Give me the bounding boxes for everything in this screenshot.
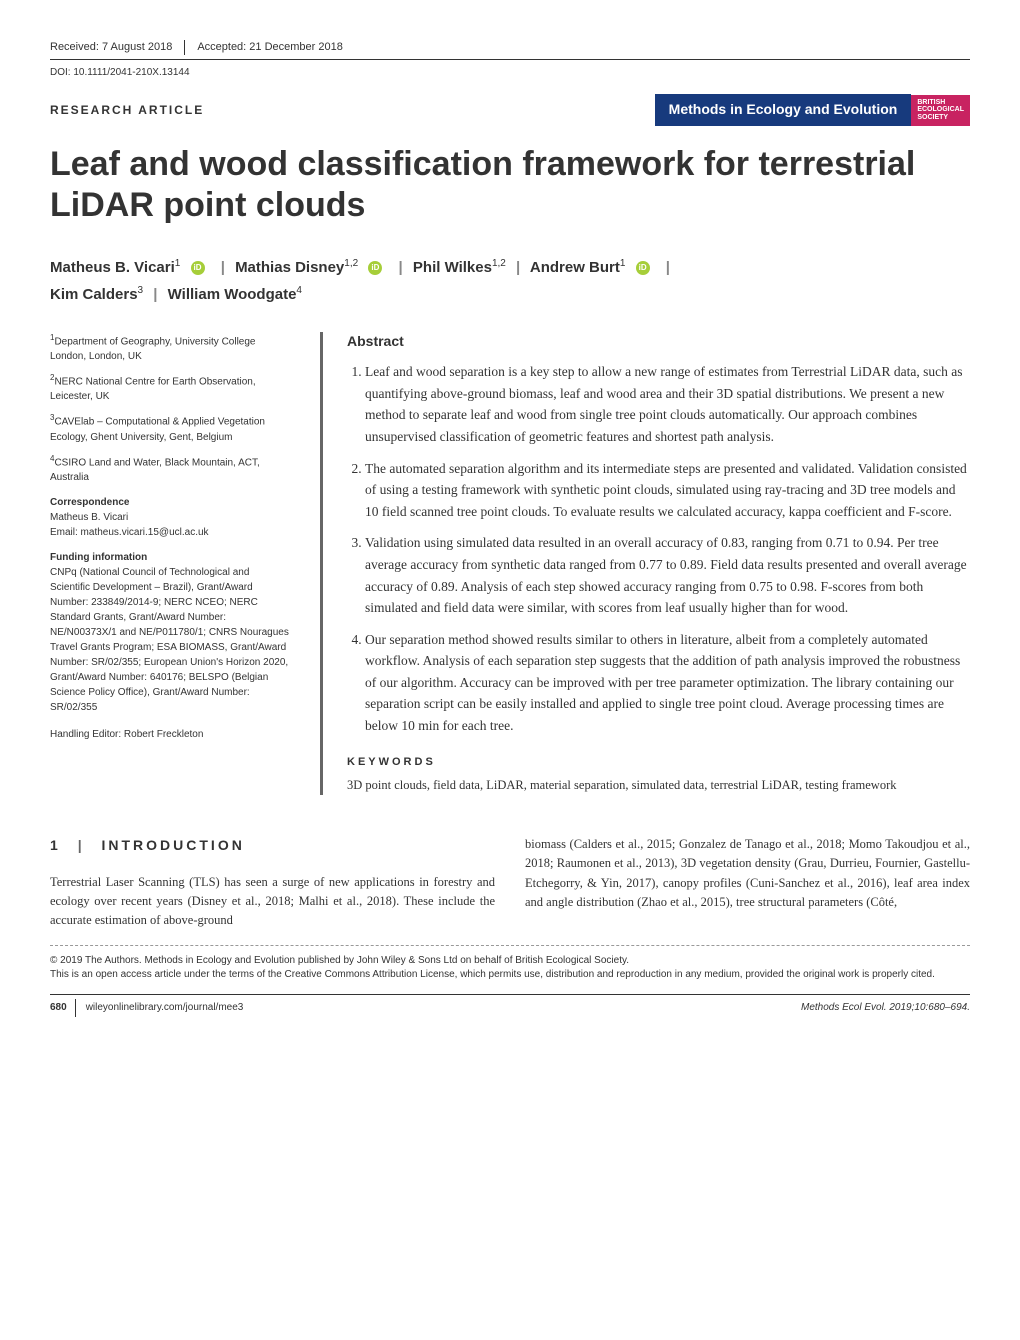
- orcid-icon[interactable]: [636, 261, 650, 275]
- abstract-item-3: Validation using simulated data resulted…: [365, 532, 970, 618]
- affil-text-2: NERC National Centre for Earth Observati…: [50, 376, 256, 402]
- journal-url[interactable]: wileyonlinelibrary.com/journal/mee3: [86, 1001, 244, 1015]
- license-line-1: © 2019 The Authors. Methods in Ecology a…: [50, 954, 970, 968]
- license-line-2: This is an open access article under the…: [50, 968, 970, 982]
- intro-heading-bar: |: [78, 837, 85, 853]
- author-2-name: Mathias Disney: [235, 259, 344, 276]
- author-list: Matheus B. Vicari1 | Mathias Disney1,2 |…: [50, 254, 970, 308]
- citation-text: Methods Ecol Evol. 2019;10:680–694.: [801, 1002, 970, 1013]
- footer-left: 680 wileyonlinelibrary.com/journal/mee3: [50, 999, 243, 1017]
- abstract-heading: Abstract: [347, 332, 970, 352]
- author-4-affil: 1: [620, 258, 626, 269]
- page-footer: 680 wileyonlinelibrary.com/journal/mee3 …: [50, 994, 970, 1017]
- affiliation-2: 2NERC National Centre for Earth Observat…: [50, 372, 290, 404]
- license-block: © 2019 The Authors. Methods in Ecology a…: [50, 954, 970, 982]
- keywords-label: KEYWORDS: [347, 755, 970, 770]
- intro-col2-text: biomass (Calders et al., 2015; Gonzalez …: [525, 835, 970, 913]
- abstract-list: Leaf and wood separation is a key step t…: [347, 361, 970, 737]
- abstract-item-1: Leaf and wood separation is a key step t…: [365, 361, 970, 447]
- author-separator: |: [153, 286, 157, 303]
- abstract-item-2: The automated separation algorithm and i…: [365, 458, 970, 523]
- page-number: 680: [50, 999, 76, 1017]
- footer-citation: Methods Ecol Evol. 2019;10:680–694.: [801, 1001, 970, 1015]
- main-two-column-block: 1Department of Geography, University Col…: [50, 332, 970, 795]
- handling-editor: Handling Editor: Robert Freckleton: [50, 727, 290, 742]
- doi-text: DOI: 10.1111/2041-210X.13144: [50, 66, 970, 80]
- affil-text-4: CSIRO Land and Water, Black Mountain, AC…: [50, 457, 260, 483]
- funding-label: Funding information: [50, 550, 290, 565]
- correspondence-name: Matheus B. Vicari: [50, 510, 290, 525]
- correspondence-label: Correspondence: [50, 495, 290, 510]
- affiliation-1: 1Department of Geography, University Col…: [50, 332, 290, 364]
- affil-text-1: Department of Geography, University Coll…: [50, 336, 255, 362]
- author-1-affil: 1: [175, 258, 181, 269]
- funding-text: CNPq (National Council of Technological …: [50, 565, 290, 715]
- author-3-name: Phil Wilkes: [413, 259, 492, 276]
- received-date: Received: 7 August 2018: [50, 40, 185, 55]
- bes-line3: SOCIETY: [917, 114, 964, 122]
- author-6-name: William Woodgate: [168, 286, 297, 303]
- author-1-name: Matheus B. Vicari: [50, 259, 175, 276]
- orcid-icon[interactable]: [368, 261, 382, 275]
- dashed-divider: [50, 945, 970, 946]
- author-separator: |: [399, 259, 403, 276]
- keywords-text: 3D point clouds, field data, LiDAR, mate…: [347, 776, 970, 795]
- bes-line2: ECOLOGICAL: [917, 106, 964, 114]
- abstract-column: Abstract Leaf and wood separation is a k…: [320, 332, 970, 795]
- article-type-label: RESEARCH ARTICLE: [50, 102, 204, 119]
- affiliation-3: 3CAVElab – Computational & Applied Veget…: [50, 412, 290, 444]
- author-6-affil: 4: [296, 285, 302, 296]
- author-4-name: Andrew Burt: [530, 259, 620, 276]
- article-title: Leaf and wood classification framework f…: [50, 144, 970, 226]
- journal-name-box: Methods in Ecology and Evolution: [655, 94, 912, 126]
- intro-heading: 1 | INTRODUCTION: [50, 835, 495, 857]
- affiliation-4: 4CSIRO Land and Water, Black Mountain, A…: [50, 453, 290, 485]
- orcid-icon[interactable]: [191, 261, 205, 275]
- abstract-item-4: Our separation method showed results sim…: [365, 629, 970, 737]
- author-5-name: Kim Calders: [50, 286, 138, 303]
- bes-logo: BRITISH ECOLOGICAL SOCIETY: [911, 95, 970, 126]
- intro-heading-text: INTRODUCTION: [102, 837, 245, 853]
- intro-column-left: 1 | INTRODUCTION Terrestrial Laser Scann…: [50, 835, 495, 931]
- author-2-affil: 1,2: [344, 258, 358, 269]
- intro-column-right: biomass (Calders et al., 2015; Gonzalez …: [525, 835, 970, 931]
- author-separator: |: [516, 259, 520, 276]
- intro-col1-text: Terrestrial Laser Scanning (TLS) has see…: [50, 873, 495, 931]
- article-header-row: RESEARCH ARTICLE Methods in Ecology and …: [50, 94, 970, 126]
- meta-row: Received: 7 August 2018 Accepted: 21 Dec…: [50, 40, 970, 60]
- correspondence-email[interactable]: Email: matheus.vicari.15@ucl.ac.uk: [50, 525, 290, 540]
- affiliations-column: 1Department of Geography, University Col…: [50, 332, 290, 795]
- affil-text-3: CAVElab – Computational & Applied Vegeta…: [50, 417, 265, 443]
- accepted-date: Accepted: 21 December 2018: [185, 40, 343, 55]
- author-separator: |: [221, 259, 225, 276]
- author-separator: |: [666, 259, 670, 276]
- introduction-section: 1 | INTRODUCTION Terrestrial Laser Scann…: [50, 835, 970, 931]
- journal-badge: Methods in Ecology and Evolution BRITISH…: [655, 94, 970, 126]
- intro-number: 1: [50, 837, 61, 853]
- bes-line1: BRITISH: [917, 99, 964, 107]
- author-3-affil: 1,2: [492, 258, 506, 269]
- author-5-affil: 3: [138, 285, 144, 296]
